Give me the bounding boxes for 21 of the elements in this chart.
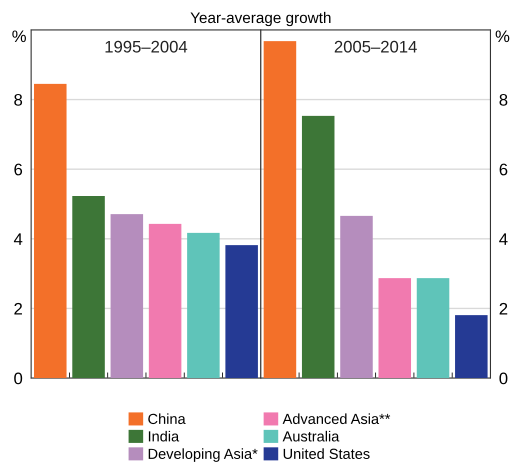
legend-label: Australia: [282, 430, 340, 442]
y-tick-label: 8: [14, 94, 22, 106]
y-tick-label: 0: [14, 372, 22, 384]
legend-label: Developing Asia*: [148, 448, 258, 462]
text: 2005–2014: [334, 40, 417, 53]
y2-tick-label: 4: [499, 233, 508, 245]
legend-label: China: [148, 413, 186, 424]
legend-label: India: [148, 430, 180, 442]
y-tick-label: 6: [14, 164, 22, 176]
y2-tick-label: 6: [500, 164, 508, 176]
y-tick-label: 4: [14, 233, 22, 245]
y2-tick-label: 2: [500, 302, 508, 315]
y2-tick-label: 8: [500, 94, 508, 106]
y-tick-label: 2: [14, 302, 22, 315]
y2-tick-label: 0: [499, 372, 508, 384]
chart-subtitle: Year-average growth: [190, 12, 330, 26]
text: 1995–2004: [106, 40, 188, 53]
legend-label: Advanced Asia**: [282, 413, 390, 424]
y2-axis-title: %: [496, 30, 510, 42]
legend-label: United States: [284, 448, 370, 459]
y-axis-title: %: [12, 30, 26, 42]
